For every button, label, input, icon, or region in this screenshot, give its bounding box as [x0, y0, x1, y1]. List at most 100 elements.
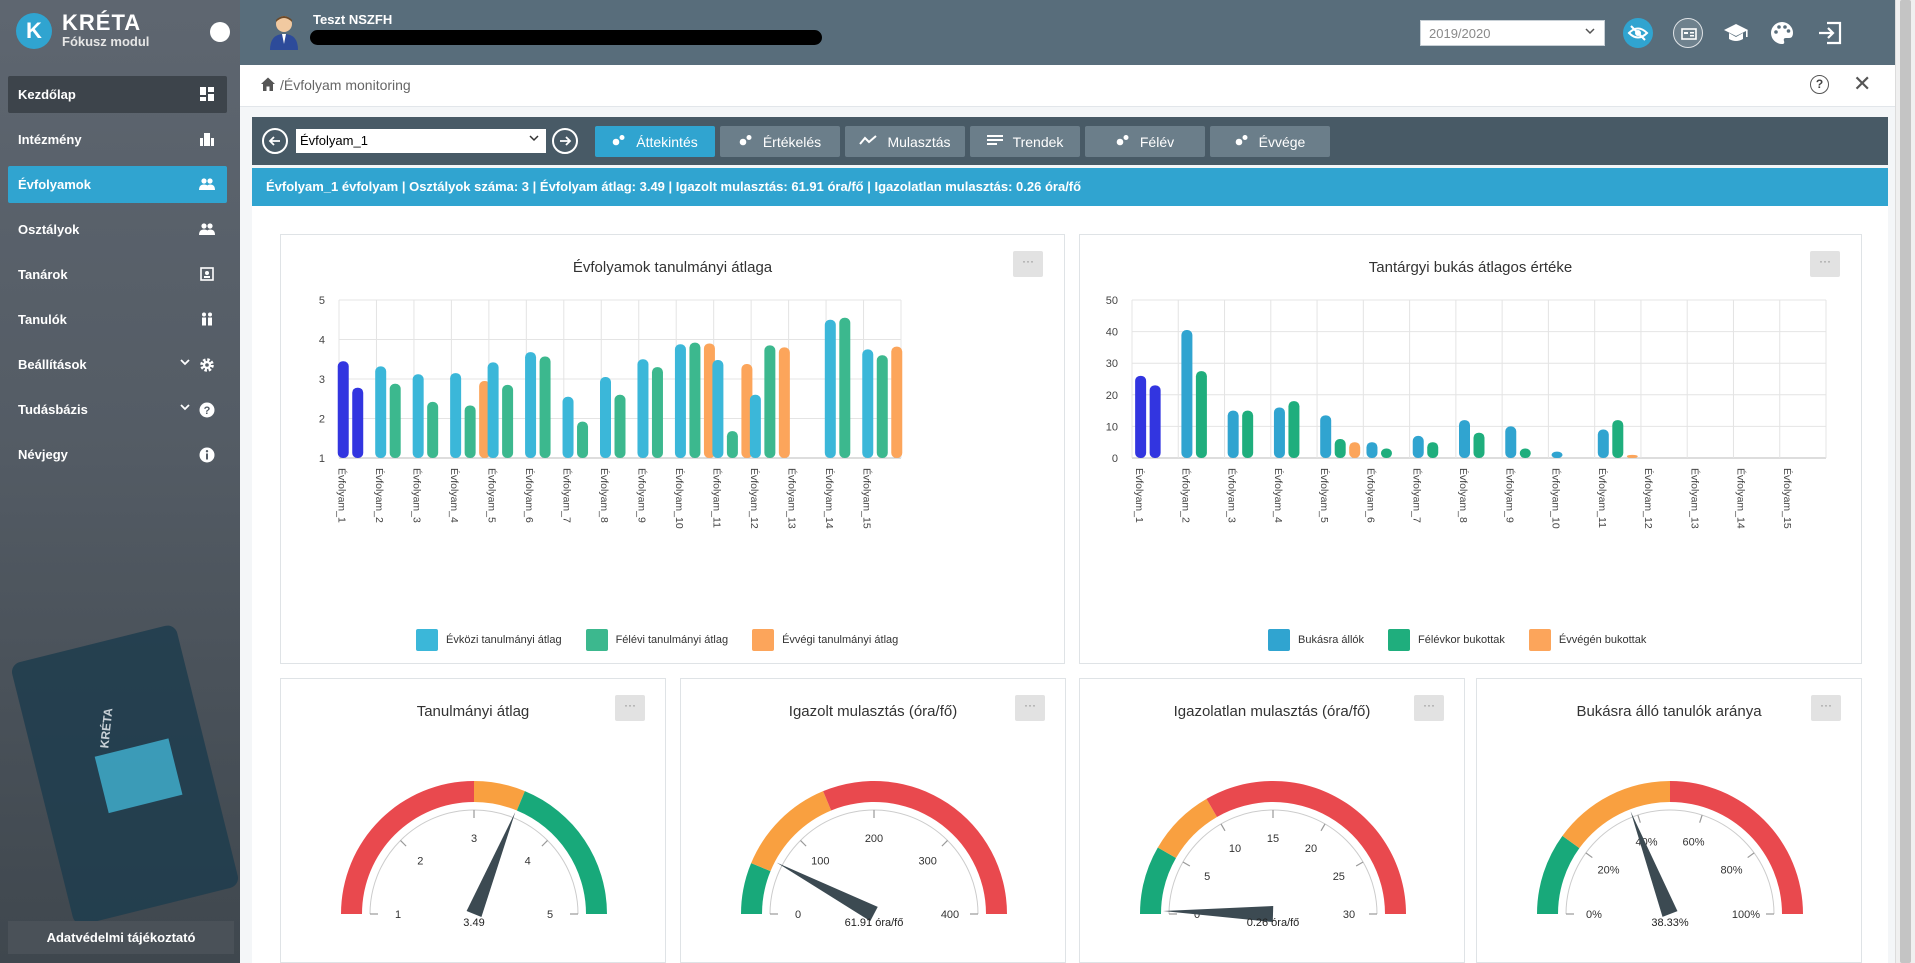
graduation-cap-icon[interactable] [1721, 18, 1751, 48]
sidebar-item-tudasbazis[interactable]: Tudásbázis ? [8, 391, 227, 428]
card-menu-button[interactable]: ··· [1810, 251, 1840, 277]
gauge-band [751, 791, 832, 872]
x-tick-label: Évfolyam_6 [523, 468, 536, 523]
y-tick-label: 5 [319, 295, 325, 307]
tab-attekintes[interactable]: Áttekintés [595, 126, 715, 157]
help-icon[interactable]: ? [1810, 75, 1829, 94]
gauge-band [1140, 847, 1177, 914]
bar [1473, 432, 1485, 458]
x-tick-label: Évfolyam_13 [785, 468, 798, 529]
grid-icon [199, 87, 215, 103]
dashboard-content: Évfolyamok tanulmányi átlaga ··· 1 2 3 4 5 Év… [252, 206, 1888, 963]
y-tick-label: 20 [1106, 390, 1118, 402]
sidebar-item-osztalyok[interactable]: Osztályok [8, 211, 227, 248]
sidebar-item-tanarok[interactable]: Tanárok [8, 256, 227, 293]
chevron-down-icon [1584, 25, 1596, 40]
sidebar-item-label: Osztályok [18, 222, 80, 237]
scrollbar-thumb[interactable] [1900, 0, 1911, 963]
legend-item[interactable]: Félévi tanulmányi átlag [585, 629, 728, 651]
scrollbar[interactable] [1895, 0, 1915, 963]
gauge-tick [1747, 852, 1755, 859]
gauge-tick-label: 0% [1586, 909, 1602, 921]
bar [450, 373, 462, 458]
app-module: Fókusz modul [62, 34, 150, 49]
gauge-tick-label: 0 [795, 909, 801, 921]
bar [876, 355, 888, 458]
grade-select[interactable]: Évfolyam_1 [296, 129, 546, 153]
bar [1612, 420, 1624, 458]
home-icon[interactable] [260, 76, 276, 97]
sidebar-item-tanulok[interactable]: Tanulók [8, 301, 227, 338]
x-tick-label: Évfolyam_3 [411, 468, 424, 523]
tablet-photo: KRÉTA [9, 623, 241, 927]
info-icon [199, 447, 215, 463]
sidebar-item-intezmeny[interactable]: Intézmény [8, 121, 227, 158]
school-year-select[interactable]: 2019/2020 [1420, 20, 1605, 46]
gauge-tick-label: 20 [1305, 843, 1317, 855]
tab-felev[interactable]: Félév [1085, 126, 1205, 157]
x-tick-label: Évfolyam_2 [1179, 468, 1192, 523]
bar [1288, 401, 1300, 458]
list-icon [986, 134, 1003, 149]
bar [487, 362, 499, 458]
legend-item[interactable]: Évvégén bukottak [1528, 629, 1646, 651]
sidebar-item-nevjegy[interactable]: Névjegy [8, 436, 227, 473]
gauge-value-label: 3.49 [463, 917, 484, 929]
bar [862, 349, 874, 458]
gear-icon [199, 357, 215, 373]
bar [824, 319, 836, 458]
card-menu-button[interactable]: ··· [1414, 695, 1444, 721]
bar [741, 363, 753, 458]
x-tick-label: Évfolyam_1 [336, 468, 349, 523]
legend-item[interactable]: Bukásra állók [1268, 629, 1364, 651]
average-bar-chart: 1 2 3 4 5 Évfolyam_1 Évfolyam_2 Évfolyam_3 Évfol… [319, 295, 903, 529]
bar [651, 367, 663, 458]
tab-label: Értékelés [762, 133, 822, 150]
privacy-button[interactable]: Adatvédelmi tájékoztató [8, 921, 234, 954]
svg-text:?: ? [204, 405, 211, 417]
card-menu-button[interactable]: ··· [1015, 695, 1045, 721]
y-tick-label: 2 [319, 414, 325, 426]
id-card-icon[interactable] [1673, 18, 1703, 48]
card-menu-button[interactable]: ··· [1811, 695, 1841, 721]
sidebar-item-kezdolap[interactable]: Kezdőlap [8, 76, 227, 113]
bar [764, 345, 776, 458]
gauge-title: Tanulmányi átlag [416, 703, 530, 720]
chart-legend: Bukásra állók Félévkor bukottak Évvégén … [1268, 629, 1670, 651]
tab-trendek[interactable]: Trendek [970, 126, 1080, 157]
sidebar-item-evfolyamok[interactable]: Évfolyamok [8, 166, 227, 203]
legend-item[interactable]: Évvégi tanulmányi átlag [752, 629, 898, 651]
tab-label: Félév [1139, 133, 1175, 150]
bar [712, 360, 724, 458]
eye-off-icon[interactable] [1623, 18, 1653, 48]
next-grade-button[interactable] [552, 128, 578, 154]
tab-label: Trendek [1012, 133, 1064, 150]
tab-mulasztas[interactable]: Mulasztás [845, 126, 965, 157]
y-tick-label: 3 [319, 374, 325, 386]
legend-label: Félévkor bukottak [1418, 634, 1505, 646]
tab-ertekeles[interactable]: Értékelés [720, 126, 840, 157]
x-tick-label: Évfolyam_2 [373, 468, 386, 523]
avatar[interactable] [268, 14, 300, 50]
gauge-tick-label: 5 [547, 909, 553, 921]
x-tick-label: Évfolyam_12 [748, 468, 761, 529]
logout-icon[interactable] [1815, 18, 1845, 48]
close-icon[interactable]: ✕ [1853, 71, 1872, 96]
x-tick-label: Évfolyam_7 [561, 468, 574, 523]
bubbles-icon [1116, 134, 1130, 149]
legend-item[interactable]: Félévkor bukottak [1388, 629, 1505, 651]
sidebar-item-beallitasok[interactable]: Beállítások [8, 346, 227, 383]
gauge-tick [1585, 852, 1593, 859]
kreta-logo[interactable]: K [16, 13, 52, 49]
card-menu-button[interactable]: ··· [1013, 251, 1043, 277]
sidebar-toggle[interactable] [210, 22, 230, 42]
legend-item[interactable]: Évközi tanulmányi átlag [416, 629, 562, 651]
palette-icon[interactable] [1767, 18, 1797, 48]
gauge-needle [776, 862, 878, 922]
card-menu-button[interactable]: ··· [615, 695, 645, 721]
gauge-band [823, 781, 1007, 914]
sidebar-item-label: Tanárok [18, 267, 68, 282]
prev-grade-button[interactable] [262, 128, 288, 154]
tab-evvege[interactable]: Évvége [1210, 126, 1330, 157]
chevron-down-icon [179, 356, 191, 371]
